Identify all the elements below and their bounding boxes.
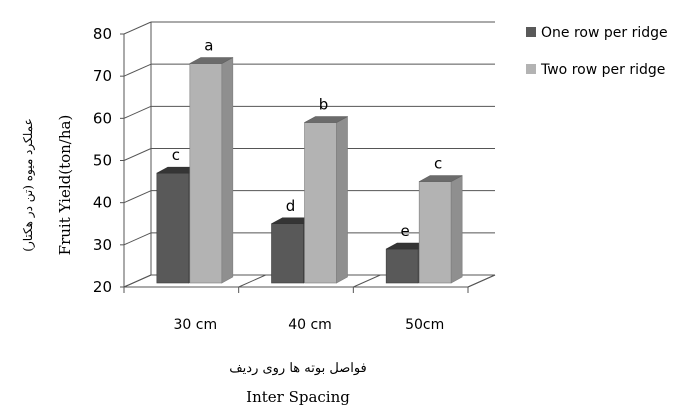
bar-side xyxy=(221,57,234,284)
y-axis-title-persian: عملکرد میوه (تن در هکتار) xyxy=(21,118,35,251)
y-tick-label: 60 xyxy=(93,109,112,127)
bar xyxy=(418,181,452,284)
y-tick-label: 80 xyxy=(93,25,112,43)
bar xyxy=(385,248,419,284)
legend-swatch xyxy=(526,27,536,37)
gridline-depth xyxy=(123,63,152,77)
bar-top xyxy=(304,116,348,123)
bar xyxy=(271,223,304,284)
bar-label: b xyxy=(319,96,329,114)
gridline-depth xyxy=(123,232,152,246)
y-tick-label: 30 xyxy=(93,236,112,254)
bar-label: c xyxy=(434,155,442,173)
x-category-label: 50cm xyxy=(405,317,444,333)
bar-labels: c a d b e c xyxy=(172,37,443,241)
bars xyxy=(156,57,463,284)
bar-label: e xyxy=(401,222,410,240)
gridline-depth xyxy=(123,21,152,35)
bar-side xyxy=(336,116,348,284)
floor-divider xyxy=(123,274,152,288)
floor-divider xyxy=(353,274,381,288)
y-tick-label: 40 xyxy=(93,194,112,212)
legend-swatch xyxy=(526,64,536,74)
legend-entry: Two row per ridge xyxy=(540,62,665,78)
bar-label: c xyxy=(172,146,180,164)
axes xyxy=(120,22,496,293)
y-tick-label: 70 xyxy=(93,67,112,85)
gridline-depth xyxy=(123,105,152,119)
y-tick-label: 20 xyxy=(93,278,112,296)
bar-label: a xyxy=(204,37,213,55)
x-axis-title-persian: فواصل بوته ها روی ردیف xyxy=(229,361,367,376)
x-axis-title: Inter Spacing xyxy=(246,388,350,406)
x-category-labels: 30 cm 40 cm 50cm xyxy=(174,317,445,333)
legend-entry: One row per ridge xyxy=(541,25,668,41)
bar-top xyxy=(419,175,463,182)
bar-side xyxy=(450,175,463,284)
y-tick-label: 50 xyxy=(93,152,112,170)
floor-divider xyxy=(467,274,496,288)
bar xyxy=(156,172,190,284)
bar xyxy=(304,122,337,284)
y-axis-title: Fruit Yield(ton/ha) xyxy=(56,115,74,256)
bar xyxy=(189,63,223,284)
x-category-label: 30 cm xyxy=(174,317,218,333)
gridline-depth xyxy=(123,148,152,161)
bar-label: d xyxy=(286,197,296,215)
gridline-depth xyxy=(123,190,152,204)
x-category-label: 40 cm xyxy=(288,317,332,333)
bar-top xyxy=(189,57,233,64)
y-tick-labels: 20 30 40 50 60 70 80 xyxy=(93,25,112,296)
legend: One row per ridge Two row per ridge xyxy=(526,25,668,78)
floor-divider xyxy=(238,274,266,288)
